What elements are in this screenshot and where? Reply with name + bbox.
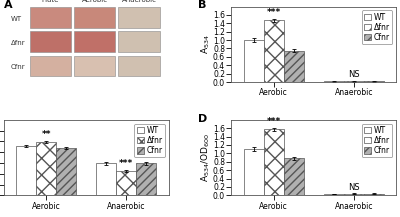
Text: ***: *** [266, 117, 281, 126]
FancyBboxPatch shape [30, 7, 71, 28]
Bar [16, 146, 36, 195]
Bar [344, 194, 364, 195]
Bar [324, 81, 344, 82]
Text: NS: NS [348, 70, 360, 79]
Y-axis label: A$_{534}$: A$_{534}$ [199, 34, 212, 54]
Text: Plate: Plate [42, 0, 59, 3]
Legend: WT, Δfnr, Cfnr: WT, Δfnr, Cfnr [362, 10, 392, 44]
Legend: WT, Δfnr, Cfnr: WT, Δfnr, Cfnr [134, 124, 165, 158]
Text: **: ** [42, 130, 51, 139]
Legend: WT, Δfnr, Cfnr: WT, Δfnr, Cfnr [362, 124, 392, 158]
Bar [364, 194, 384, 195]
FancyBboxPatch shape [30, 31, 71, 52]
Bar [244, 149, 264, 195]
Text: B: B [198, 0, 207, 10]
Text: Cfnr: Cfnr [10, 64, 25, 70]
Bar [96, 163, 116, 195]
Text: A: A [4, 0, 13, 10]
Text: D: D [198, 114, 208, 124]
Bar [284, 158, 304, 195]
Bar [284, 51, 304, 82]
Bar [136, 163, 156, 195]
FancyBboxPatch shape [74, 7, 115, 28]
FancyBboxPatch shape [118, 31, 160, 52]
Text: ***: *** [266, 8, 281, 17]
FancyBboxPatch shape [118, 7, 160, 28]
Text: Anaerobic: Anaerobic [122, 0, 156, 3]
Y-axis label: A$_{534}$/OD$_{600}$: A$_{534}$/OD$_{600}$ [199, 133, 212, 182]
FancyBboxPatch shape [118, 56, 160, 76]
Bar [344, 81, 364, 82]
Bar [36, 142, 56, 195]
FancyBboxPatch shape [74, 31, 115, 52]
FancyBboxPatch shape [74, 56, 115, 76]
Bar [116, 171, 136, 195]
Text: Δfnr: Δfnr [10, 40, 25, 46]
Bar [56, 148, 76, 195]
Text: WT: WT [10, 16, 22, 22]
Text: ***: *** [119, 159, 134, 168]
Text: Aerobic: Aerobic [82, 0, 108, 3]
Bar [244, 40, 264, 82]
Bar [364, 81, 384, 82]
Bar [324, 194, 344, 195]
Bar [264, 129, 284, 195]
Bar [264, 20, 284, 82]
FancyBboxPatch shape [30, 56, 71, 76]
Text: NS: NS [348, 183, 360, 192]
